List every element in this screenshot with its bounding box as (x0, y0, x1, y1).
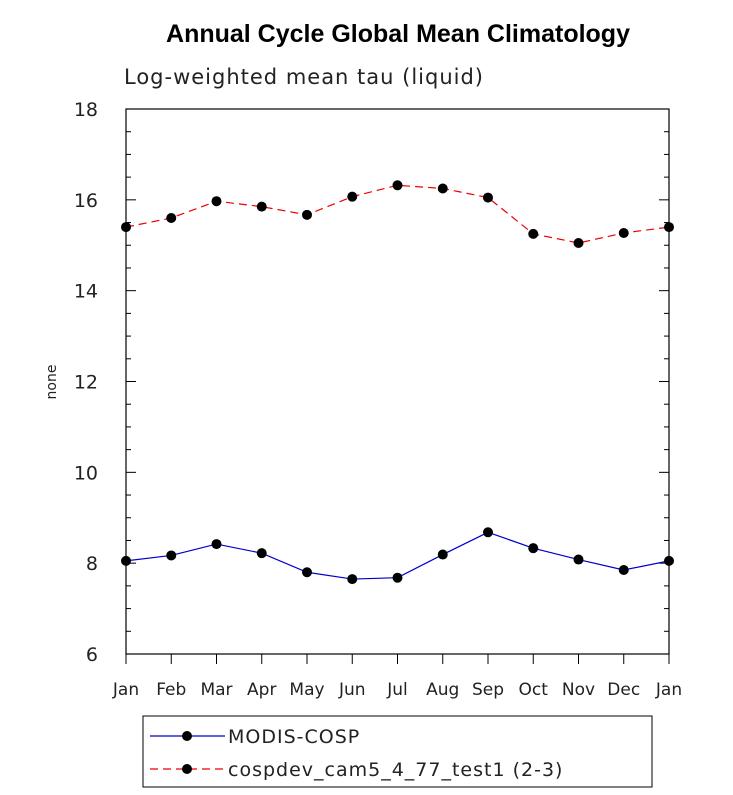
data-point-modis-cosp (121, 555, 131, 566)
series-line-cospdev-cam5-4-77-test1-2-3 (125, 184, 670, 244)
data-point-cospdev-cam5-4-77-test1-2-3 (211, 196, 222, 207)
data-point-modis-cosp (618, 564, 629, 575)
x-tick-label: Jan (655, 680, 682, 700)
axes: 6 8 10 12 14 16 18 Jan Feb Mar Apr May Jun Jul Aug Sep O… (74, 99, 682, 700)
x-tick-label: Dec (607, 680, 640, 700)
data-point-modis-cosp (573, 554, 584, 565)
data-point-modis-cosp (302, 567, 312, 578)
series-line-modis-cosp (125, 531, 670, 580)
data-point-modis-cosp (211, 539, 222, 550)
chart-title: Annual Cycle Global Mean Climatology (166, 20, 630, 48)
x-tick-label: Jan (112, 680, 139, 700)
data-point-cospdev-cam5-4-77-test1-2-3 (256, 201, 267, 212)
data-point-modis-cosp (437, 549, 448, 560)
x-tick-label: Nov (562, 680, 595, 700)
y-tick-label: 16 (74, 190, 98, 212)
y-tick-label: 14 (74, 281, 98, 303)
data-point-modis-cosp (483, 527, 493, 538)
plot-frame (125, 108, 670, 655)
y-axis-label: none (44, 365, 60, 400)
data-point-cospdev-cam5-4-77-test1-2-3 (483, 192, 493, 203)
data-point-cospdev-cam5-4-77-test1-2-3 (664, 222, 674, 233)
data-point-cospdev-cam5-4-77-test1-2-3 (392, 180, 403, 191)
data-point-cospdev-cam5-4-77-test1-2-3 (437, 183, 448, 194)
y-tick-label: 10 (74, 462, 98, 484)
y-tick-label: 18 (74, 99, 98, 121)
series-layer (121, 180, 674, 585)
y-tick-label: 8 (86, 553, 98, 575)
data-point-modis-cosp (347, 574, 358, 585)
legend: MODIS-COSP cospdev_cam5_4_77_test1 (2-3) (142, 715, 653, 788)
legend-label-cospdev: cospdev_cam5_4_77_test1 (2-3) (228, 759, 563, 781)
chart-subtitle: Log-weighted mean tau (liquid) (124, 65, 484, 89)
legend-marker-modis-cosp (182, 731, 192, 741)
y-tick-label: 6 (86, 644, 98, 666)
x-tick-label: Feb (156, 680, 186, 700)
legend-label-modis-cosp: MODIS-COSP (228, 726, 360, 748)
data-point-modis-cosp (664, 555, 674, 566)
x-tick-label: May (289, 680, 324, 700)
data-point-cospdev-cam5-4-77-test1-2-3 (528, 228, 539, 239)
data-point-cospdev-cam5-4-77-test1-2-3 (347, 191, 358, 202)
data-point-cospdev-cam5-4-77-test1-2-3 (618, 227, 629, 238)
data-point-cospdev-cam5-4-77-test1-2-3 (302, 209, 312, 220)
data-point-modis-cosp (256, 548, 267, 559)
x-tick-label: Mar (200, 680, 232, 700)
data-point-modis-cosp (528, 543, 539, 554)
data-point-cospdev-cam5-4-77-test1-2-3 (166, 213, 177, 223)
legend-box (142, 715, 653, 788)
x-tick-label: Jul (386, 680, 408, 700)
x-tick-label: Sep (472, 680, 504, 700)
x-tick-label: Aug (426, 680, 459, 700)
y-tick-label: 12 (74, 372, 98, 394)
x-tick-label: Jun (338, 680, 366, 700)
data-point-cospdev-cam5-4-77-test1-2-3 (573, 237, 584, 248)
legend-marker-cospdev (182, 764, 192, 774)
x-tick-label: Oct (519, 680, 549, 700)
data-point-modis-cosp (166, 550, 177, 561)
x-tick-label: Apr (247, 680, 276, 700)
data-point-cospdev-cam5-4-77-test1-2-3 (121, 222, 131, 233)
data-point-modis-cosp (392, 572, 403, 583)
